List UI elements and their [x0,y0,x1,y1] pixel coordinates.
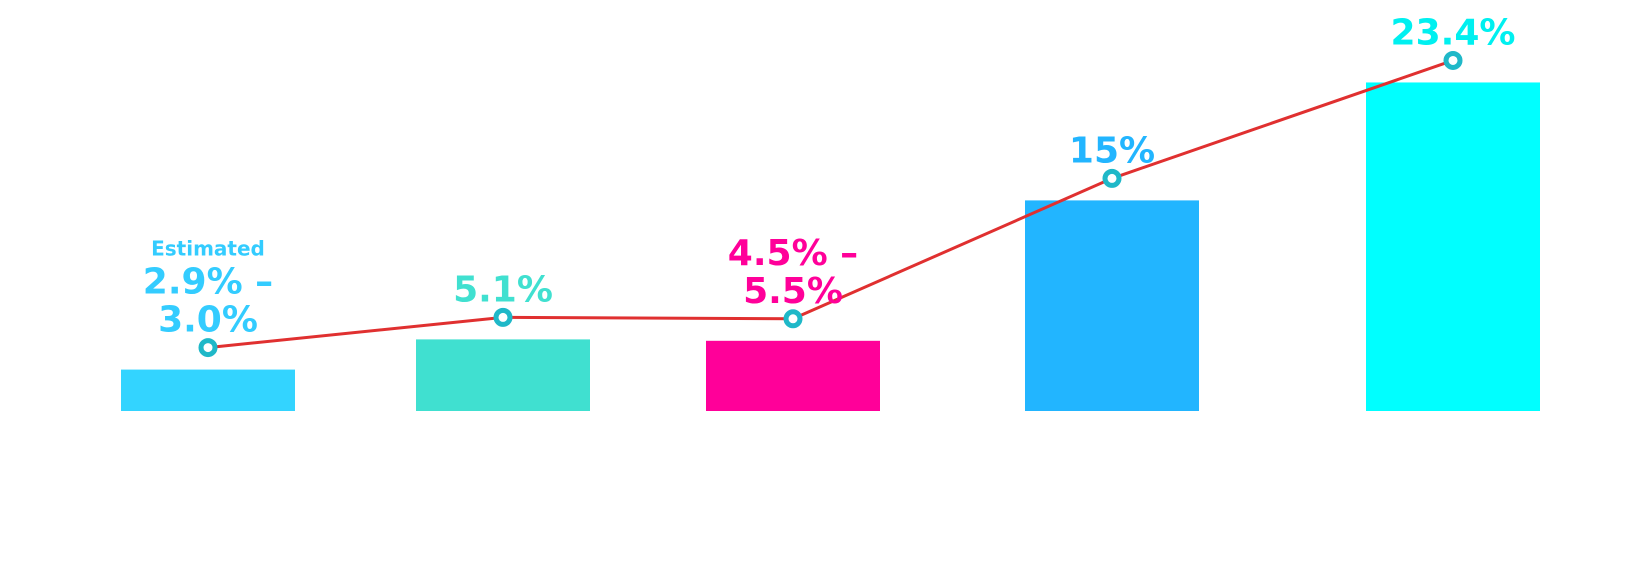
data-label-prefix: Estimated [151,237,265,261]
bar-3 [706,340,880,411]
bar-1 [121,369,295,411]
line-point-5 [1443,50,1463,70]
data-label-3: 4.5% –5.5% [728,233,858,312]
data-label-2: 5.1% [453,269,553,310]
bar-4 [1025,200,1199,411]
data-label-1: 2.9% –3.0% Estimated [143,237,273,341]
bar-5 [1366,82,1540,412]
data-label-line: 2.9% – [143,262,273,303]
data-label-line: 4.5% – [728,233,858,274]
data-label-line: 5.5% [743,271,843,312]
line-point-2 [493,307,513,327]
data-label-line: 5.1% [453,269,553,310]
data-label-5: 23.4% [1391,12,1516,53]
line-point-3 [783,309,803,329]
bar-2 [416,339,590,411]
data-label-line: 15% [1069,130,1155,171]
data-label-line: 3.0% [158,300,258,341]
data-label-line: 23.4% [1391,12,1516,53]
data-label-4: 15% [1069,130,1155,171]
line-point-4 [1102,168,1122,188]
line-point-1 [198,338,218,358]
